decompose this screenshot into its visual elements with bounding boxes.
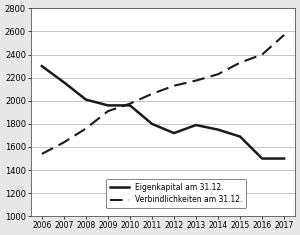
Eigenkapital am 31.12. [194, 124, 198, 126]
Line: Verbindlichkeiten am 31.12.: Verbindlichkeiten am 31.12. [42, 35, 284, 154]
Line: Eigenkapital am 31.12.: Eigenkapital am 31.12. [42, 66, 284, 159]
Verbindlichkeiten am 31.12. [194, 79, 198, 82]
Eigenkapital am 31.12. [216, 128, 220, 131]
Legend: Eigenkapital am 31.12., Verbindlichkeiten am 31.12.: Eigenkapital am 31.12., Verbindlichkeite… [106, 179, 246, 208]
Eigenkapital am 31.12. [128, 104, 132, 107]
Eigenkapital am 31.12. [172, 132, 176, 134]
Eigenkapital am 31.12. [62, 81, 66, 84]
Verbindlichkeiten am 31.12. [84, 127, 88, 130]
Verbindlichkeiten am 31.12. [216, 73, 220, 76]
Verbindlichkeiten am 31.12. [106, 110, 110, 113]
Eigenkapital am 31.12. [260, 157, 264, 160]
Verbindlichkeiten am 31.12. [238, 61, 242, 64]
Eigenkapital am 31.12. [150, 122, 154, 125]
Eigenkapital am 31.12. [282, 157, 286, 160]
Verbindlichkeiten am 31.12. [172, 84, 176, 87]
Verbindlichkeiten am 31.12. [62, 141, 66, 144]
Verbindlichkeiten am 31.12. [40, 153, 44, 155]
Verbindlichkeiten am 31.12. [282, 34, 286, 36]
Eigenkapital am 31.12. [40, 65, 44, 67]
Verbindlichkeiten am 31.12. [150, 92, 154, 95]
Eigenkapital am 31.12. [238, 135, 242, 138]
Verbindlichkeiten am 31.12. [260, 53, 264, 56]
Eigenkapital am 31.12. [84, 98, 88, 101]
Eigenkapital am 31.12. [106, 104, 110, 107]
Verbindlichkeiten am 31.12. [128, 102, 132, 105]
